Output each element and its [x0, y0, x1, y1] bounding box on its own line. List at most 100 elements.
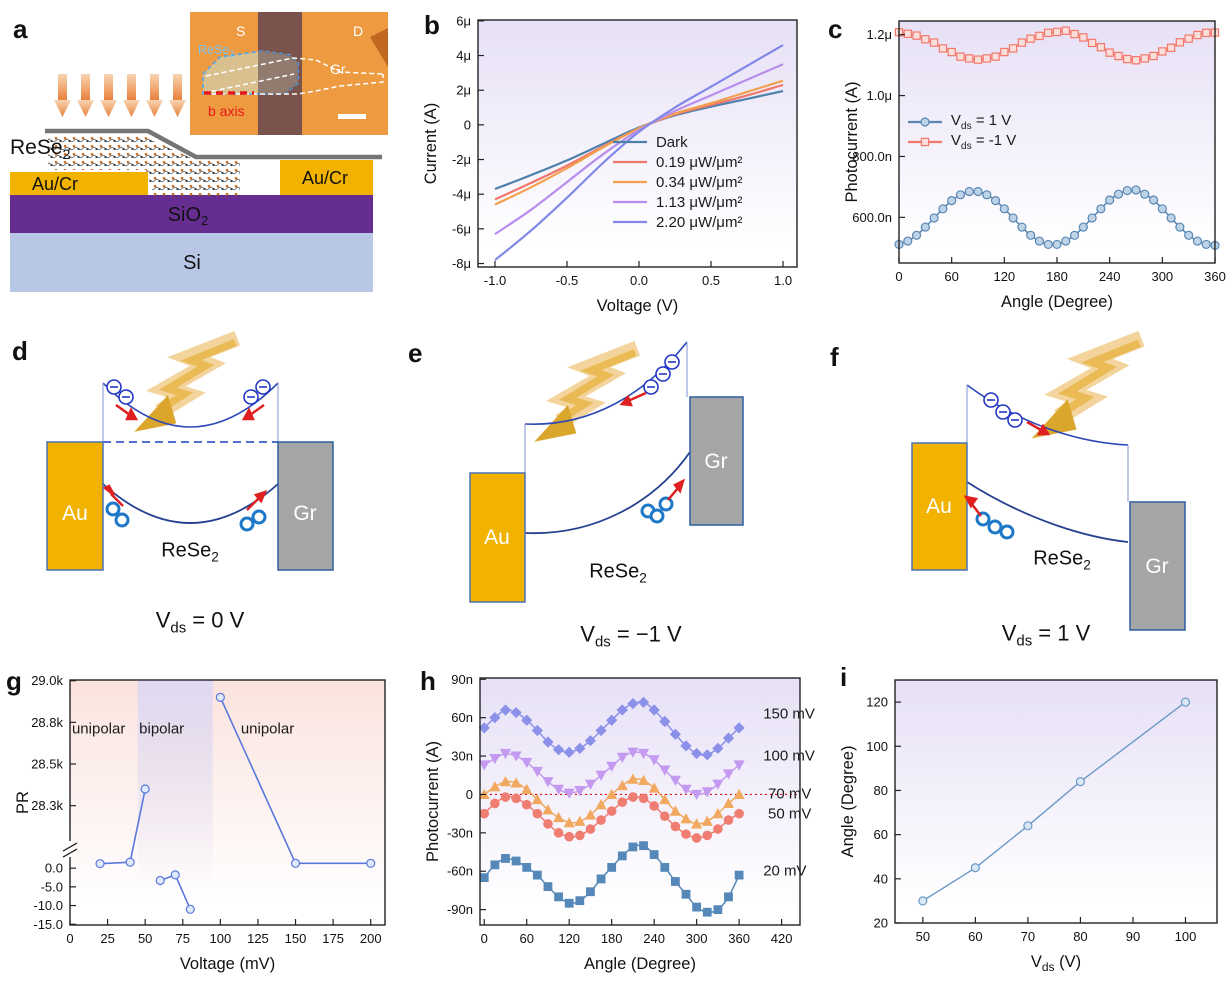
substrate-label: Si: [183, 252, 201, 274]
annotation: 100 mV: [763, 747, 815, 765]
svg-text:120: 120: [558, 931, 580, 946]
svg-text:30n: 30n: [451, 749, 473, 764]
rese2-crystal: [48, 137, 240, 196]
svg-text:0.5: 0.5: [702, 273, 720, 288]
svg-text:180: 180: [1046, 269, 1068, 284]
device-schematic-panel: Au/Cr Au/Cr SiO2 Si ReSe2: [0, 0, 420, 330]
panel-letter-b: b: [424, 10, 440, 40]
chart-panel-i: 50 60 70 80 90 100 20 40 60 80 100 120 Vds (V) Angle …: [830, 660, 1230, 985]
svg-text:150: 150: [285, 931, 307, 946]
svg-text:6μ: 6μ: [456, 13, 471, 28]
extra-flake: [370, 28, 388, 67]
chart-panel-h: 0 60 120 180 240 300 360 420 90n 60n 30n 0 -30n -60n -…: [420, 660, 830, 985]
svg-text:70: 70: [1021, 929, 1035, 944]
svg-text:60: 60: [944, 269, 958, 284]
gr-label: Gr: [704, 450, 727, 473]
svg-text:120: 120: [866, 695, 888, 710]
svg-text:PR: PR: [14, 791, 32, 814]
svg-text:-60n: -60n: [447, 864, 473, 879]
svg-text:90: 90: [1126, 929, 1140, 944]
svg-text:-90n: -90n: [447, 902, 473, 917]
svg-text:-15.0: -15.0: [33, 917, 63, 932]
bias-caption: Vds = −1 V: [580, 621, 682, 651]
svg-text:200: 200: [360, 931, 382, 946]
svg-text:100: 100: [210, 931, 232, 946]
svg-text:-2μ: -2μ: [452, 152, 471, 167]
carrier-arrows: [102, 403, 268, 511]
chart-svg-g: 0 25 50 75 100 125 150 175 200 29.0k 28.8k 28.5k 28.…: [14, 673, 386, 973]
gr-label: Gr: [1145, 555, 1168, 578]
svg-text:-6μ: -6μ: [452, 221, 471, 236]
svg-text:300: 300: [1151, 269, 1173, 284]
band-diagram-e: Au Gr ReSe2 Vds = −1 V: [380, 330, 800, 670]
svg-text:28.8k: 28.8k: [31, 715, 63, 730]
au-label: Au: [926, 495, 952, 518]
flake-label: ReSe2: [198, 43, 234, 59]
svg-text:0.0: 0.0: [630, 273, 648, 288]
svg-text:0: 0: [466, 787, 473, 802]
svg-text:100: 100: [1175, 929, 1197, 944]
chart-svg-b: -1.0 -0.5 0.0 0.5 1.0 6μ 4μ 2μ 0 -2μ -4μ -6μ -8μ Volt…: [422, 13, 798, 315]
legend-item: 0.19 μW/μm²: [612, 153, 743, 171]
svg-text:360: 360: [728, 931, 750, 946]
carrier-arrows: [963, 420, 1051, 517]
rese2-material-label: ReSe2: [10, 136, 71, 164]
svg-text:-5.0: -5.0: [41, 879, 63, 894]
holes: [640, 496, 674, 524]
svg-text:40: 40: [874, 871, 888, 886]
source-label: S: [236, 23, 245, 39]
material-label: ReSe2: [161, 539, 219, 565]
svg-text:1.0: 1.0: [774, 273, 792, 288]
device-schematic: Au/Cr Au/Cr SiO2 Si: [10, 74, 382, 292]
svg-text:420: 420: [771, 931, 793, 946]
svg-text:90n: 90n: [451, 672, 473, 687]
legend-item: Dark: [612, 133, 688, 151]
legend-item: Vds = -1 V: [907, 132, 1016, 152]
svg-text:Angle (Degree): Angle (Degree): [584, 955, 696, 973]
svg-text:0: 0: [66, 931, 73, 946]
legend-item: 1.13 μW/μm²: [612, 193, 743, 211]
annotation: bipolar: [139, 720, 185, 738]
svg-text:100: 100: [866, 739, 888, 754]
svg-text:80: 80: [1073, 929, 1087, 944]
svg-text:Angle (Degree): Angle (Degree): [1001, 293, 1113, 311]
svg-text:0.0: 0.0: [45, 861, 63, 876]
svg-text:-30n: -30n: [447, 825, 473, 840]
svg-text:20: 20: [874, 916, 888, 931]
svg-text:60: 60: [968, 929, 982, 944]
silicon-layer: [10, 233, 373, 292]
electrode-left: [10, 172, 148, 195]
au-electrode: [911, 442, 968, 571]
au-electrode: [46, 441, 104, 571]
bias-caption: Vds = 0 V: [155, 607, 245, 637]
chart-svg-c: 0 60 120 180 240 300 360 600.0n 800.0n 1.0μ 1.2μ An…: [843, 20, 1226, 311]
svg-text:600.0n: 600.0n: [852, 210, 892, 225]
annotation: unipolar: [240, 720, 295, 738]
svg-text:Voltage (mV): Voltage (mV): [180, 955, 275, 973]
panel-letter-d: d: [12, 336, 28, 366]
annotation: 50 mV: [768, 805, 812, 823]
svg-text:120: 120: [993, 269, 1015, 284]
carrier-arrows: [619, 391, 686, 501]
electrode-right: [280, 160, 373, 195]
panel-letter-c: c: [828, 14, 843, 44]
panel-letter-g: g: [6, 666, 22, 696]
svg-text:2μ: 2μ: [456, 83, 471, 98]
drain-label: D: [353, 23, 363, 39]
svg-text:4μ: 4μ: [456, 48, 471, 63]
panel-letter-f: f: [830, 342, 839, 372]
chart-panel-g: 0 25 50 75 100 125 150 175 200 29.0k 28.8k 28.5k 28.…: [0, 660, 420, 985]
material-label: ReSe2: [1033, 547, 1091, 573]
panel-letter-h: h: [420, 666, 436, 696]
gr-label: Gr: [293, 502, 316, 525]
chart-svg-h: 0 60 120 180 240 300 360 420 90n 60n 30n 0 -30n -60n -…: [424, 672, 801, 973]
svg-text:80: 80: [874, 783, 888, 798]
svg-text:60: 60: [874, 827, 888, 842]
annotation: 20 mV: [763, 862, 807, 880]
svg-text:1.0μ: 1.0μ: [866, 88, 892, 103]
svg-text:Voltage (V): Voltage (V): [597, 297, 679, 315]
svg-text:50: 50: [916, 929, 930, 944]
light-bolt-icon: [1031, 330, 1145, 439]
panel-letter-i: i: [840, 662, 848, 692]
graphene-outline: [203, 57, 384, 95]
